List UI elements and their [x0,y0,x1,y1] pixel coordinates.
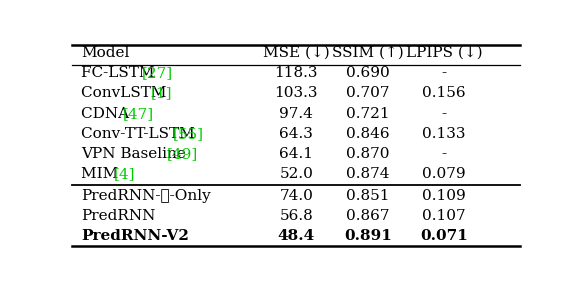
Text: 0.109: 0.109 [422,189,466,203]
Text: VPN Baseline: VPN Baseline [81,147,191,161]
Text: [1]: [1] [151,86,173,100]
Text: -: - [442,107,447,121]
Text: [4]: [4] [114,167,135,181]
Text: 0.867: 0.867 [346,209,390,223]
Text: PredRNN-V2: PredRNN-V2 [81,229,189,243]
Text: 0.156: 0.156 [423,86,466,100]
Text: [49]: [49] [166,147,198,161]
Text: -: - [442,66,447,80]
Text: 64.1: 64.1 [279,147,313,161]
Text: 97.4: 97.4 [279,107,313,121]
Text: 74.0: 74.0 [279,189,313,203]
Text: 0.707: 0.707 [346,86,390,100]
Text: ConvLSTM: ConvLSTM [81,86,172,100]
Text: 0.846: 0.846 [346,127,390,141]
Text: [47]: [47] [123,107,153,121]
Text: 0.891: 0.891 [344,229,392,243]
Text: PredRNN: PredRNN [81,209,155,223]
Text: -: - [442,147,447,161]
Text: [55]: [55] [173,127,204,141]
Text: CDNA: CDNA [81,107,134,121]
Text: 0.721: 0.721 [346,107,390,121]
Text: 48.4: 48.4 [277,229,315,243]
Text: 0.079: 0.079 [423,167,466,181]
Text: 0.851: 0.851 [346,189,390,203]
Text: [27]: [27] [142,66,173,80]
Text: 0.071: 0.071 [420,229,468,243]
Text: FC-LSTM: FC-LSTM [81,66,160,80]
Text: 103.3: 103.3 [275,86,318,100]
Text: 118.3: 118.3 [275,66,318,80]
Text: MIM: MIM [81,167,123,181]
Text: MSE (↓): MSE (↓) [263,46,329,60]
Text: 52.0: 52.0 [279,167,313,181]
Text: 0.107: 0.107 [423,209,466,223]
Text: 0.133: 0.133 [423,127,466,141]
Text: 0.690: 0.690 [346,66,390,80]
Text: 64.3: 64.3 [279,127,313,141]
Text: Conv-TT-LSTM: Conv-TT-LSTM [81,127,200,141]
Text: 0.874: 0.874 [346,167,390,181]
Text: SSIM (↑): SSIM (↑) [332,46,404,60]
Text: 0.870: 0.870 [346,147,390,161]
Text: Model: Model [81,46,129,60]
Text: 56.8: 56.8 [279,209,313,223]
Text: PredRNN-ℳ-Only: PredRNN-ℳ-Only [81,189,211,203]
Text: LPIPS (↓): LPIPS (↓) [406,46,483,60]
